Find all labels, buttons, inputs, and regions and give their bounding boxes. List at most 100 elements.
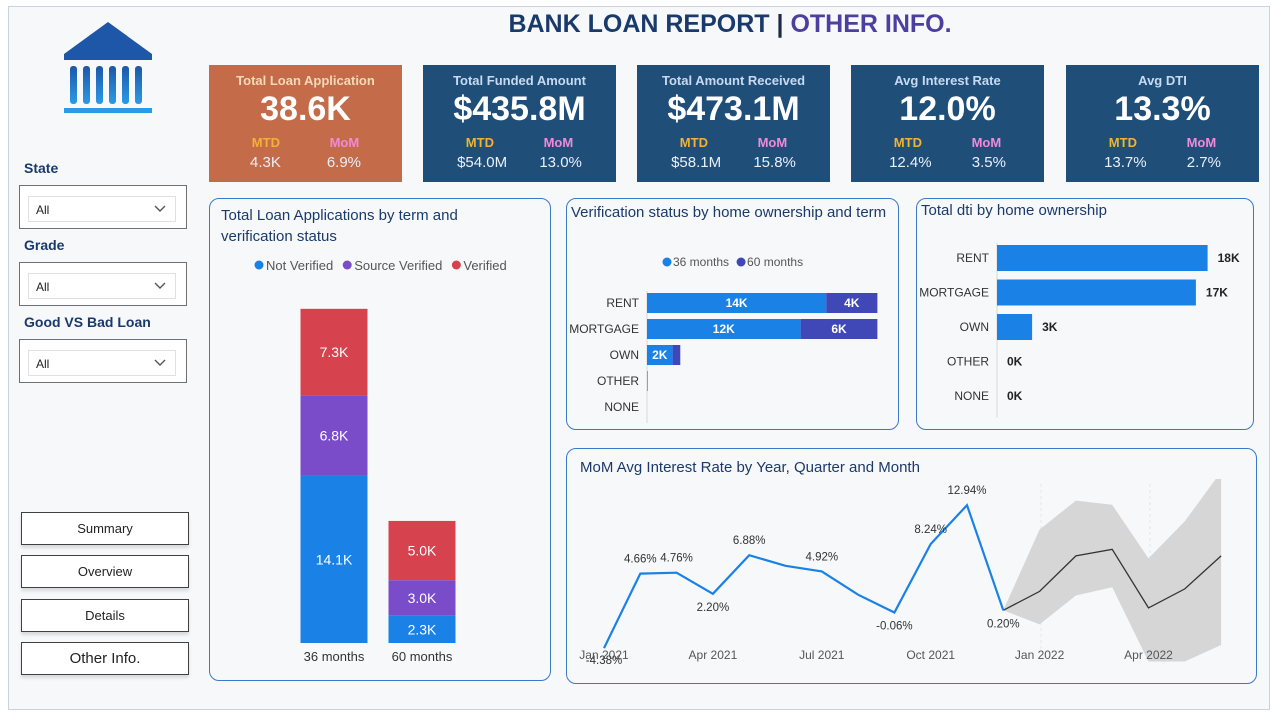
grade-filter: All <box>19 262 187 306</box>
point-label: 4.92% <box>805 551 838 563</box>
bar-value-label: 12K <box>713 322 735 336</box>
bar-value-label: 2.3K <box>408 621 437 637</box>
legend-marker <box>662 257 672 267</box>
kpi-value: 12.0% <box>899 90 996 128</box>
state-dropdown-value: All <box>36 203 50 217</box>
state-filter: All <box>19 185 187 229</box>
legend-marker <box>736 257 746 267</box>
legend-marker <box>254 260 264 270</box>
category-label: NONE <box>604 400 639 414</box>
kpi-mtd-label: MTD <box>679 135 708 150</box>
sidebar: State All Grade All Good VS Bad Loan All… <box>10 10 192 700</box>
page-title: BANK LOAN REPORT | OTHER INFO. <box>200 10 1260 50</box>
point-label: 4.76% <box>660 553 693 565</box>
kpi-mom-label: MoM <box>329 135 360 150</box>
loan-quality-dropdown[interactable]: All <box>28 350 176 376</box>
chart-title: Total dti by home ownership <box>921 202 1107 219</box>
loan-quality-filter: All <box>19 339 187 383</box>
x-tick-label: Jul 2021 <box>799 648 845 662</box>
chart-panel-verification-home: Verification status by home ownership an… <box>566 198 899 430</box>
title-main: BANK LOAN REPORT <box>508 10 770 38</box>
x-tick-label: Oct 2021 <box>906 648 955 662</box>
bar-value-label: 4K <box>844 296 860 310</box>
point-label: 2.20% <box>697 602 730 614</box>
kpi-card-total-applications: Total Loan Application 38.6K MTD MoM 4.3K… <box>209 65 402 182</box>
bar-value-label: 0K <box>1007 389 1023 403</box>
kpi-card-amount-received: Total Amount Received $473.1M MTD MoM $58… <box>637 65 830 182</box>
title-separator: | <box>776 10 784 38</box>
bar-segment <box>647 319 801 339</box>
kpi-mtd-value: 4.3K <box>249 154 281 171</box>
bar-segment <box>647 371 648 391</box>
kpi-title: Avg DTI <box>1138 73 1187 88</box>
bar-segment <box>388 615 456 643</box>
bar-segment <box>300 395 368 476</box>
chart-panel-mom-interest: MoM Avg Interest Rate by Year, Quarter a… <box>566 448 1257 684</box>
bar-segment <box>388 580 456 616</box>
point-label: -0.06% <box>876 620 912 632</box>
kpi-title: Avg Interest Rate <box>894 73 1001 88</box>
loan-quality-filter-label: Good VS Bad Loan <box>24 314 151 330</box>
legend-marker <box>451 260 461 270</box>
kpi-mtd-label: MTD <box>1108 135 1137 150</box>
chevron-down-icon <box>154 282 166 289</box>
grade-dropdown-value: All <box>36 280 50 294</box>
kpi-title: Total Loan Application <box>236 73 375 88</box>
nav-overview-button[interactable]: Overview <box>21 555 189 588</box>
kpi-card-funded-amount: Total Funded Amount $435.8M MTD MoM $54.0… <box>423 65 616 182</box>
x-tick-label: Apr 2021 <box>689 648 738 662</box>
legend-label: Verified <box>463 258 506 273</box>
bar <box>997 245 1208 271</box>
x-tick-label: Jan 2022 <box>1015 648 1065 662</box>
grade-dropdown[interactable]: All <box>28 273 176 299</box>
bar-value-label: 18K <box>1218 251 1240 265</box>
chevron-down-icon <box>154 205 166 212</box>
bar <box>997 279 1196 306</box>
bar-segment <box>800 319 878 339</box>
kpi-mom-label: MoM <box>971 135 1002 150</box>
kpi-mom-label: MoM <box>543 135 574 150</box>
kpi-mom-label: MoM <box>1186 135 1217 150</box>
legend-label: 36 months <box>673 255 729 269</box>
category-label: OWN <box>960 320 989 334</box>
state-dropdown[interactable]: All <box>28 196 176 222</box>
kpi-mom-label: MoM <box>757 135 788 150</box>
state-filter-label: State <box>24 160 59 176</box>
point-label: -4.38% <box>586 655 622 667</box>
bar <box>997 314 1033 340</box>
x-tick-label: Apr 2022 <box>1124 648 1173 662</box>
bar-value-label: 17K <box>1206 286 1228 300</box>
category-label: MORTGAGE <box>919 286 989 300</box>
point-label: 0.20% <box>987 618 1020 630</box>
kpi-mtd-label: MTD <box>893 135 922 150</box>
bar-value-label: 2K <box>652 348 668 362</box>
legend-label: Source Verified <box>354 258 442 273</box>
bar-value-label: 5.0K <box>408 543 437 559</box>
chart-panel-dti-home: Total dti by home ownership RENT 18K MORTG… <box>916 198 1254 430</box>
category-label: NONE <box>954 389 989 403</box>
kpi-card-avg-interest-rate: Avg Interest Rate 12.0% MTD MoM 12.4% 3.5% <box>851 65 1044 182</box>
bar-segment <box>300 308 368 396</box>
kpi-mtd-value: $58.1M <box>671 154 722 171</box>
bar-value-label: 3.0K <box>408 590 437 606</box>
kpi-mtd-value: 12.4% <box>889 154 932 171</box>
kpi-title: Total Amount Received <box>661 73 806 88</box>
category-label: RENT <box>606 296 639 310</box>
bank-icon <box>64 22 152 113</box>
bar-segment <box>826 293 878 313</box>
kpi-mom-value: 15.8% <box>753 154 796 171</box>
chart-title: MoM Avg Interest Rate by Year, Quarter a… <box>580 459 920 476</box>
loan-quality-dropdown-value: All <box>36 357 50 371</box>
point-label: 6.88% <box>733 535 766 547</box>
term-verification-chart: Not Verified Source Verified Verified 14.1K… <box>254 258 507 664</box>
kpi-mom-value: 6.9% <box>326 154 362 171</box>
forecast-band <box>1003 479 1222 662</box>
category-label: OWN <box>610 348 639 362</box>
nav-other-info-button[interactable]: Other Info. <box>21 642 189 675</box>
category-label: 60 months <box>392 649 453 664</box>
nav-details-button[interactable]: Details <box>21 599 189 632</box>
kpi-card-avg-dti: Avg DTI 13.3% MTD MoM 13.7% 2.7% <box>1066 65 1259 182</box>
nav-summary-button[interactable]: Summary <box>21 512 189 545</box>
chart-panel-term-verification: Total Loan Applications by term and veri… <box>209 198 551 681</box>
point-label: 4.66% <box>624 554 657 566</box>
